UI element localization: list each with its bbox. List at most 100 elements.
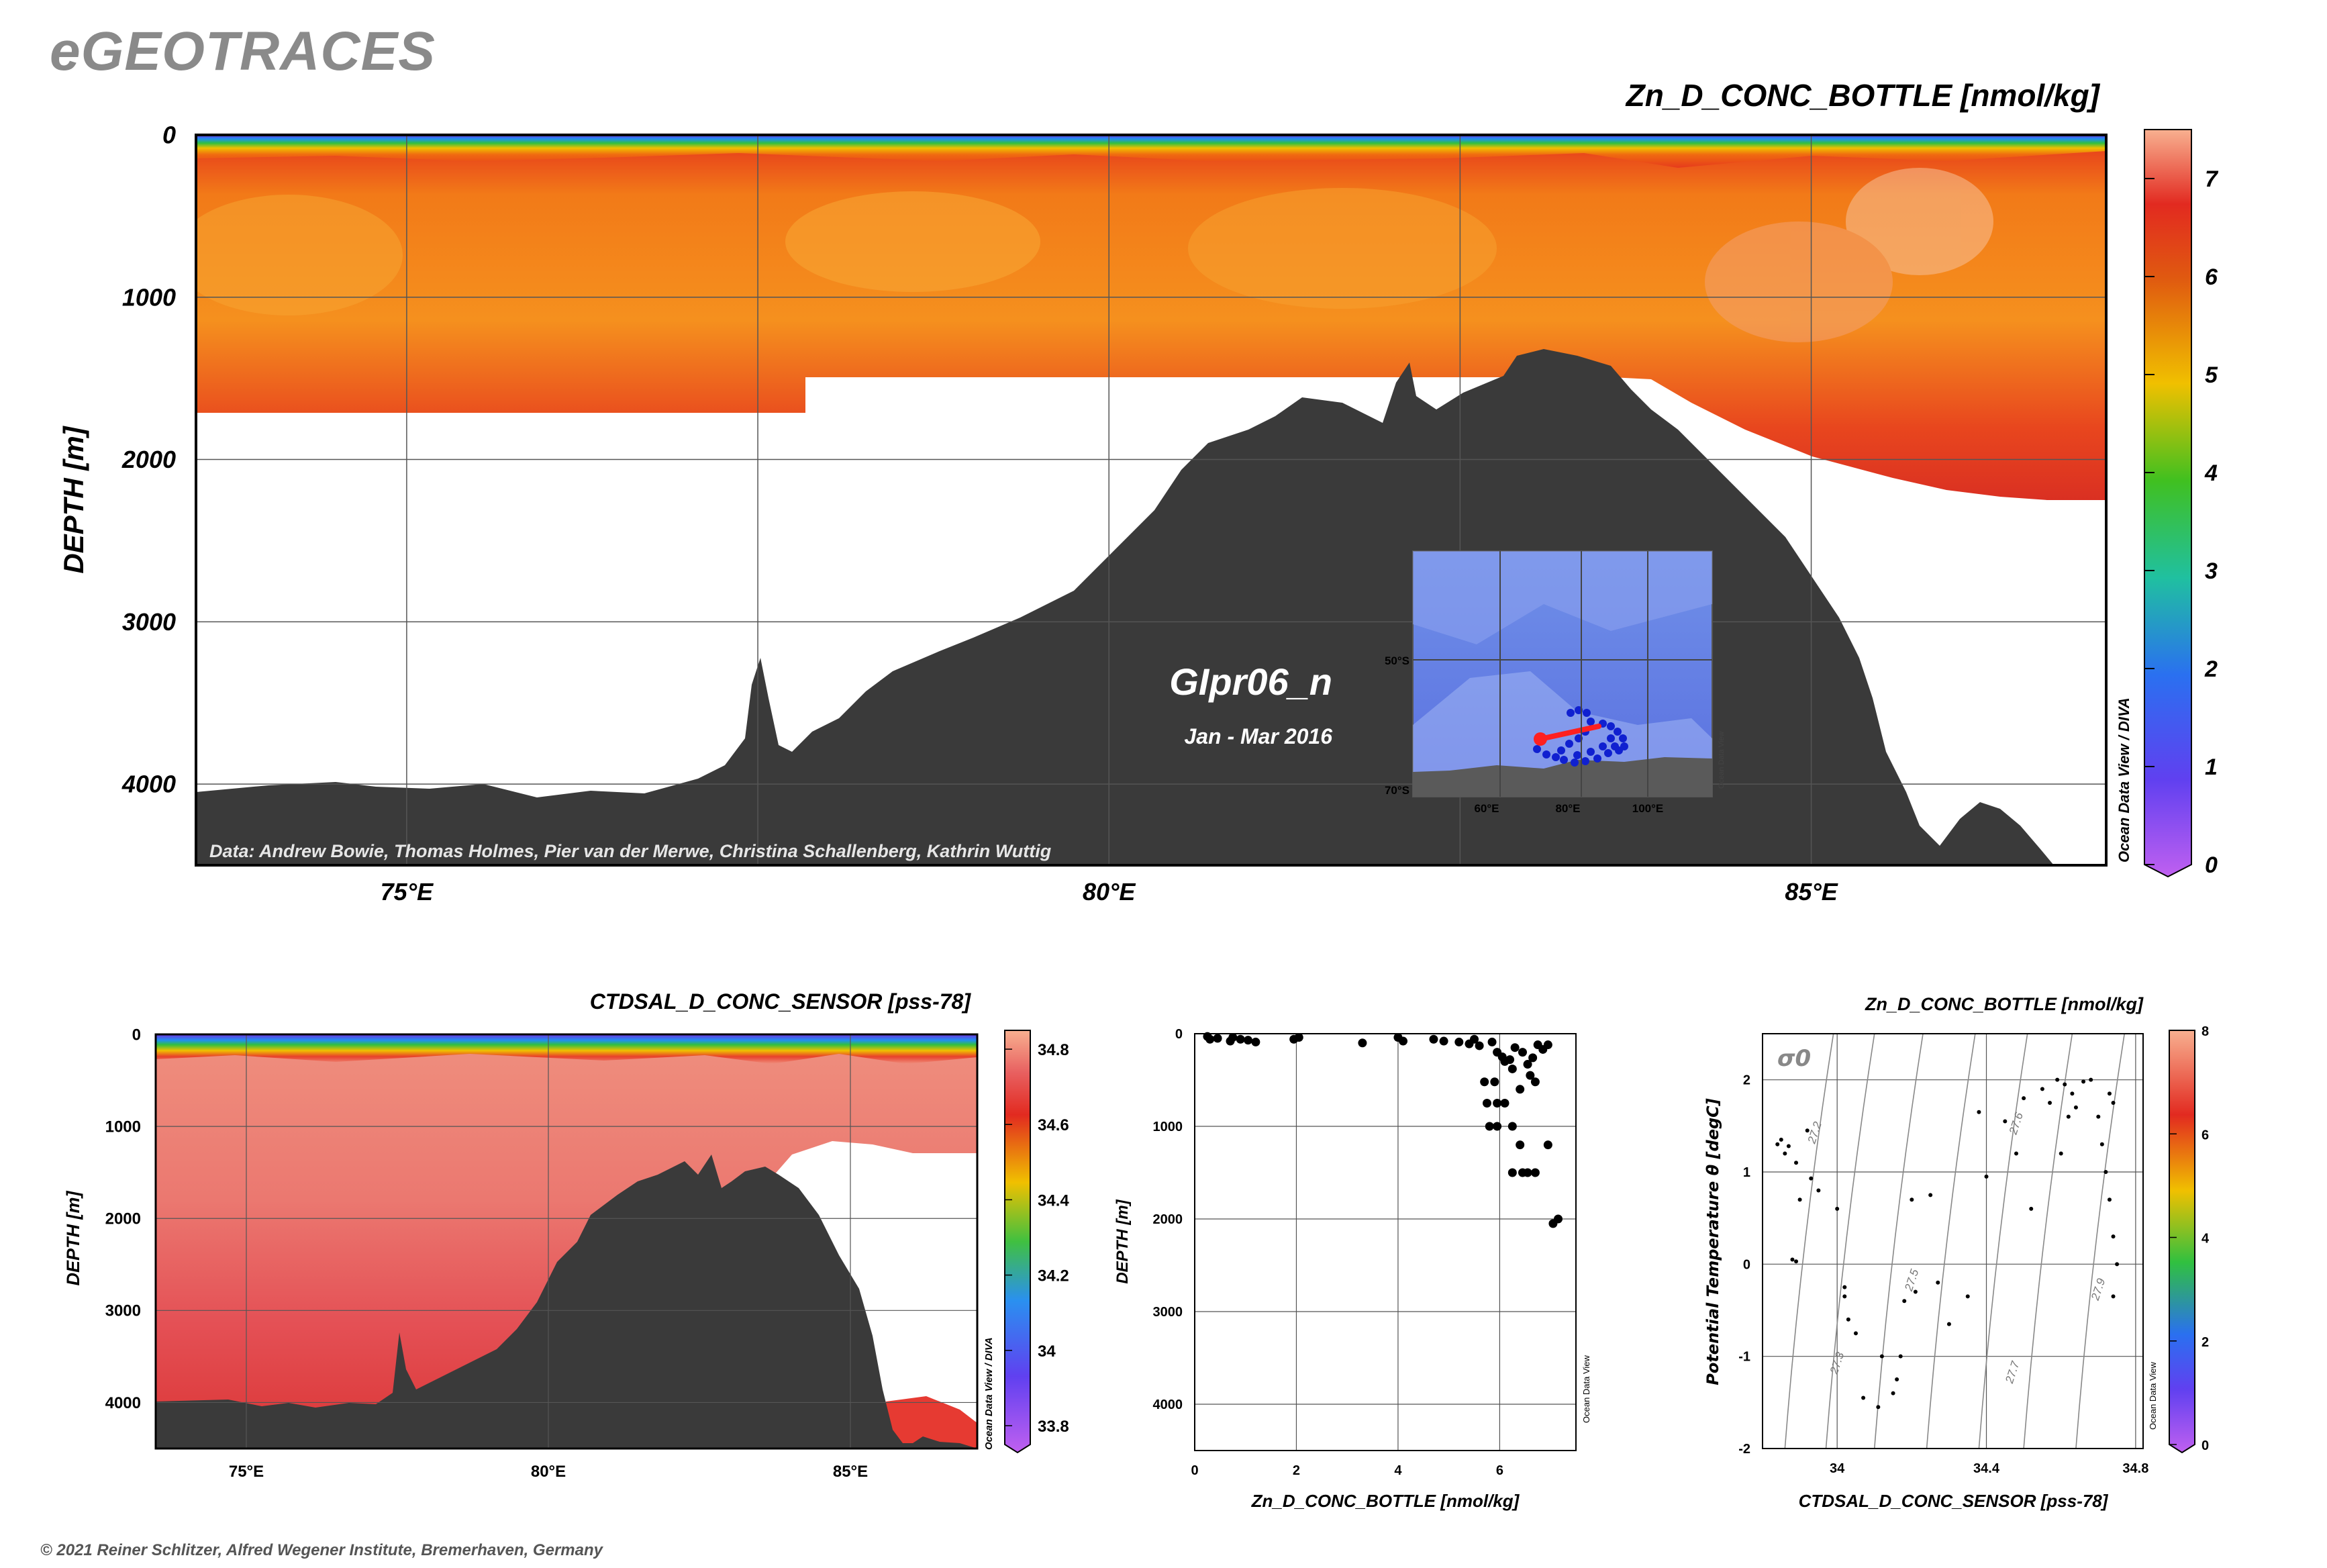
data-point [1500, 1099, 1509, 1108]
data-point [1493, 1099, 1502, 1108]
data-point [1516, 1085, 1525, 1094]
data-point [2103, 1170, 2108, 1174]
colorbar-tick-label: 34.4 [1038, 1191, 1069, 1210]
zn-section-watermark: Ocean Data View / DIVA [2116, 697, 2132, 863]
inset-station-map: 50°S 70°S 60°E 80°E 100°E Ocean Data Vie… [1385, 550, 1726, 815]
zn-profile-ylabel: DEPTH [m] [1113, 1199, 1132, 1283]
inset-map-antarctica [1413, 757, 1712, 797]
x-tick-label: 4 [1394, 1463, 1402, 1478]
y-tick-label: 0 [162, 121, 176, 149]
x-tick-label: 34.8 [2122, 1461, 2148, 1476]
data-point [2066, 1114, 2071, 1119]
data-point [1485, 1122, 1494, 1131]
station-marker [1599, 742, 1607, 750]
x-tick-label: 6 [1496, 1463, 1503, 1478]
zn-field-surface [196, 135, 2106, 168]
data-point [2059, 1151, 2063, 1156]
station-marker [1571, 758, 1579, 767]
data-point [1490, 1077, 1499, 1087]
station-marker [1607, 722, 1615, 730]
x-tick-label: 34 [1830, 1461, 1845, 1476]
station-marker [1583, 709, 1591, 717]
x-tick-label: 80°E [531, 1463, 566, 1481]
x-tick-label: 2 [1293, 1463, 1300, 1478]
colorbar-tick-label: 34 [1038, 1342, 1056, 1361]
x-tick-label: 75°E [381, 878, 434, 905]
data-point [1786, 1144, 1791, 1148]
y-tick-label: 0 [1743, 1257, 1750, 1272]
isopycnal-label: 27.2 [1805, 1120, 1824, 1146]
zn-profile-watermark: Ocean Data View [1581, 1355, 1591, 1423]
data-point [2022, 1096, 2026, 1101]
data-point [2055, 1077, 2060, 1082]
inset-lon-100e: 100°E [1632, 802, 1664, 815]
y-tick-label: 4000 [1153, 1398, 1183, 1412]
data-point [2107, 1197, 2112, 1202]
data-point [1835, 1206, 1840, 1211]
data-point [1775, 1142, 1780, 1146]
data-point [1516, 1140, 1525, 1150]
data-point [2003, 1119, 2008, 1124]
period-label: Jan - Mar 2016 [1184, 724, 1332, 748]
data-point [1913, 1289, 1918, 1294]
y-tick-label: -2 [1738, 1442, 1750, 1457]
inset-map-seafloor [1413, 551, 1712, 644]
data-point [2089, 1077, 2093, 1082]
data-point [1530, 1168, 1540, 1177]
data-point [2096, 1114, 2101, 1119]
data-point [1429, 1034, 1438, 1044]
isopycnal-line [2075, 1033, 2126, 1449]
y-tick-label: 2000 [121, 446, 176, 473]
station-marker [1552, 753, 1560, 761]
station-marker [1573, 751, 1581, 759]
salinity-section-frame [154, 1033, 979, 1450]
zn-section-frame [195, 134, 2108, 867]
zn-section-ylabel: DEPTH [m] [58, 425, 89, 573]
colorbar-tick-label: 34.8 [1038, 1041, 1069, 1059]
x-tick-label: 34.4 [1973, 1461, 2000, 1476]
data-point [1861, 1395, 1866, 1400]
y-tick-label: 3000 [105, 1302, 141, 1320]
data-point [1528, 1053, 1538, 1063]
data-point [1910, 1197, 1914, 1202]
data-point [1794, 1259, 1799, 1264]
salinity-colorbar: 34.8 34.6 34.4 34.2 34 33.8 [1004, 1030, 1069, 1454]
colorbar-tick-label: 4 [2201, 1232, 2210, 1246]
data-point [1507, 1122, 1517, 1131]
data-point [1809, 1176, 1814, 1181]
data-point [2111, 1101, 2116, 1105]
zn-field-lenses [196, 168, 1993, 342]
station-marker [1533, 745, 1541, 753]
ts-isopycnals: 27.227.327.527.627.727.9 [1784, 1033, 2126, 1449]
data-point [2111, 1234, 2116, 1239]
app-title: eGEOTRACES [50, 21, 436, 82]
data-point [1510, 1043, 1520, 1052]
ts-diagram-ylabel: Potential Temperature θ [degC] [1703, 1098, 1722, 1385]
colorbar-tick-label: 34.6 [1038, 1116, 1069, 1134]
zn-section-title: Zn_D_CONC_BOTTLE [nmol/kg] [1625, 78, 2101, 113]
data-point [1523, 1168, 1532, 1177]
data-point [1946, 1322, 1951, 1326]
data-point [1797, 1197, 1802, 1202]
data-point [1879, 1354, 1884, 1359]
data-point [1876, 1405, 1881, 1410]
inset-lat-70s: 70°S [1385, 784, 1409, 797]
isopycnal-label: 27.6 [2006, 1110, 2026, 1136]
copyright-notice: © 2021 Reiner Schlitzer, Alfred Wegener … [40, 1541, 603, 1559]
ts-density-label: σ0 [1777, 1045, 1811, 1072]
ts-diagram-chart: Zn_D_CONC_BOTTLE [nmol/kg] 34 34.4 34.8 -2 -… [1703, 994, 2210, 1511]
data-point [1936, 1280, 1940, 1285]
data-point [2048, 1101, 2052, 1105]
data-point [1236, 1034, 1245, 1044]
data-point [1783, 1151, 1787, 1156]
data-point [1244, 1036, 1253, 1045]
data-point [2014, 1151, 2018, 1156]
data-point [1543, 1040, 1552, 1050]
colorbar-tick-label: 2 [2204, 656, 2218, 682]
isopycnal-line [1784, 1033, 1834, 1449]
data-point [1846, 1317, 1850, 1322]
y-tick-label: 4000 [121, 771, 176, 798]
salinity-field-surface [156, 1034, 977, 1064]
inset-lon-80e: 80°E [1555, 802, 1580, 815]
data-point [1228, 1033, 1238, 1042]
